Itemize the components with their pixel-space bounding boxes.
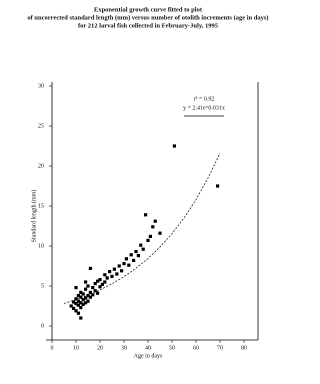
y-tick-label: 20 [38,163,44,169]
data-point [86,284,90,288]
data-point [72,300,76,304]
data-point [91,293,95,297]
data-point [115,272,119,276]
x-tick-label: 20 [97,345,103,351]
data-point [76,299,80,303]
data-point [81,302,85,306]
data-point [124,257,128,261]
data-point [84,301,88,305]
data-point [86,294,90,298]
data-point [120,269,124,273]
data-point [216,184,220,188]
data-point [151,225,155,229]
data-point [108,270,112,274]
x-tick-label: 70 [217,345,223,351]
data-point [103,280,107,284]
data-point [144,213,148,217]
x-tick-label: 60 [193,345,199,351]
data-point [76,294,80,298]
data-point [84,296,88,300]
data-point [98,285,102,289]
x-tick-label: 40 [145,345,151,351]
data-point [81,292,85,296]
data-point [88,295,92,299]
data-point [110,274,114,278]
y-tick-label: 10 [38,243,44,249]
x-tick-label: 0 [51,345,54,351]
data-point [117,264,121,268]
data-point [93,289,97,293]
data-point [79,290,83,294]
data-point [129,253,133,257]
chart-title: for 212 larval fish collected in Februar… [78,22,219,29]
data-point [79,301,83,305]
data-point [146,238,150,242]
data-point [74,302,78,306]
data-point [79,295,83,299]
data-point [153,219,157,223]
data-point [127,263,131,267]
data-point [74,286,78,290]
data-point [134,250,138,254]
x-axis-label: Age in days [134,353,163,359]
annotation: r² = 0.92 [194,96,215,102]
data-point [100,282,104,286]
data-point [72,306,76,310]
data-point [76,303,80,307]
data-point [103,273,107,277]
data-point [88,266,92,270]
y-tick-label: 5 [41,283,44,289]
data-point [69,304,73,308]
data-point [148,234,152,238]
fitted-curve [63,153,221,304]
chart-title: Exponential growth curve fitted to plot [94,6,203,13]
data-point [158,231,162,235]
data-point [172,144,176,148]
data-point [84,287,88,291]
data-point [84,280,88,284]
data-point [91,286,95,290]
chart-title: of uncorrected standard length (mm) vers… [27,14,268,21]
data-point [136,254,140,258]
x-tick-label: 80 [241,345,247,351]
data-point [86,299,90,303]
data-point [74,297,78,301]
chart: Exponential growth curve fitted to ploto… [27,6,268,359]
data-point [81,298,85,302]
y-tick-label: 25 [38,123,44,129]
data-point [88,290,92,294]
data-point [96,291,100,295]
data-point [79,316,83,320]
x-tick-label: 50 [169,345,175,351]
annotation: y = 2.41e^0.031x [183,105,225,111]
y-tick-label: 15 [38,203,44,209]
data-point [105,276,109,280]
data-point [112,267,116,271]
data-point [74,309,78,313]
data-point [96,279,100,283]
x-tick-label: 10 [73,345,79,351]
data-point [98,278,102,282]
y-axis-label: Standard length (mm) [30,190,37,243]
y-tick-label: 0 [41,323,44,329]
data-point [141,247,145,251]
data-point [132,258,136,262]
data-point [93,282,97,286]
data-point [79,306,83,310]
data-point [122,262,126,266]
data-point [139,243,143,247]
y-tick-label: 30 [38,83,44,89]
data-point [76,311,80,315]
x-tick-label: 30 [121,345,127,351]
